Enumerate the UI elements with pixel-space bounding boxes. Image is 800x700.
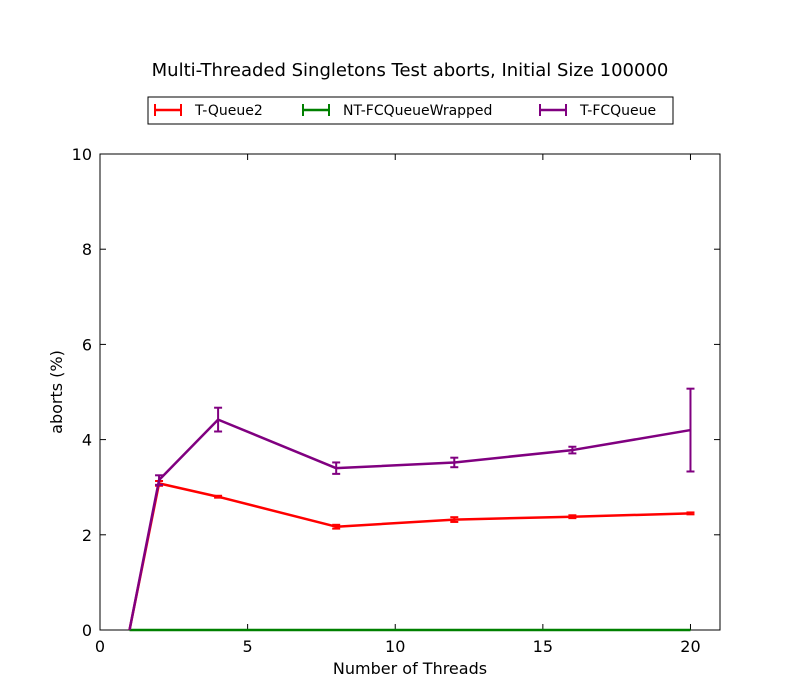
y-tick-label: 8: [82, 240, 92, 259]
y-tick-label: 2: [82, 526, 92, 545]
x-tick-label: 10: [385, 637, 405, 656]
y-tick-label: 4: [82, 431, 92, 450]
error-bar: [686, 387, 695, 473]
series-line: [128, 418, 691, 631]
error-bar: [332, 461, 341, 475]
chart-title: Multi-Threaded Singletons Test aborts, I…: [152, 60, 669, 81]
error-bar: [332, 523, 341, 530]
legend-item-T-Queue2: T-Queue2: [154, 103, 263, 119]
error-bar: [214, 406, 223, 433]
legend-box: [147, 96, 674, 125]
x-tick-label: 20: [680, 637, 700, 656]
x-tick-label: 5: [243, 637, 253, 656]
error-bar: [568, 445, 577, 455]
legend-item-NT-FCQueueWrapped: NT-FCQueueWrapped: [302, 103, 492, 119]
x-tick-label: 15: [533, 637, 553, 656]
legend-item-T-FCQueue: T-FCQueue: [539, 103, 656, 119]
legend-label: T-FCQueue: [579, 103, 656, 119]
legend-items: T-Queue2 NT-FCQueueWrapped T-FCQueue: [154, 103, 656, 119]
error-bar: [450, 516, 459, 523]
plot-area-frame: [99, 153, 721, 631]
error-bar: [568, 514, 577, 520]
y-axis-label: aborts (%): [47, 350, 66, 434]
error-bar: [686, 511, 695, 516]
series-T-FCQueue: [128, 387, 695, 631]
x-axis-label: Number of Threads: [333, 659, 487, 678]
error-bar: [155, 474, 164, 486]
legend: T-Queue2 NT-FCQueueWrapped T-FCQueue: [147, 96, 674, 125]
x-tick-label: 0: [95, 637, 105, 656]
series-line: [128, 482, 691, 631]
axis-ticks: 0 5 10 15 20 0 2 4 6 8 10: [72, 145, 720, 656]
legend-label: T-Queue2: [194, 103, 263, 119]
error-bar: [214, 494, 223, 499]
error-bar: [450, 456, 459, 469]
series-layer: [128, 387, 695, 632]
y-tick-label: 10: [72, 145, 92, 164]
y-tick-label: 0: [82, 621, 92, 640]
y-tick-label: 6: [82, 335, 92, 354]
legend-label: NT-FCQueueWrapped: [343, 103, 492, 119]
series-T-Queue2: [128, 480, 695, 631]
